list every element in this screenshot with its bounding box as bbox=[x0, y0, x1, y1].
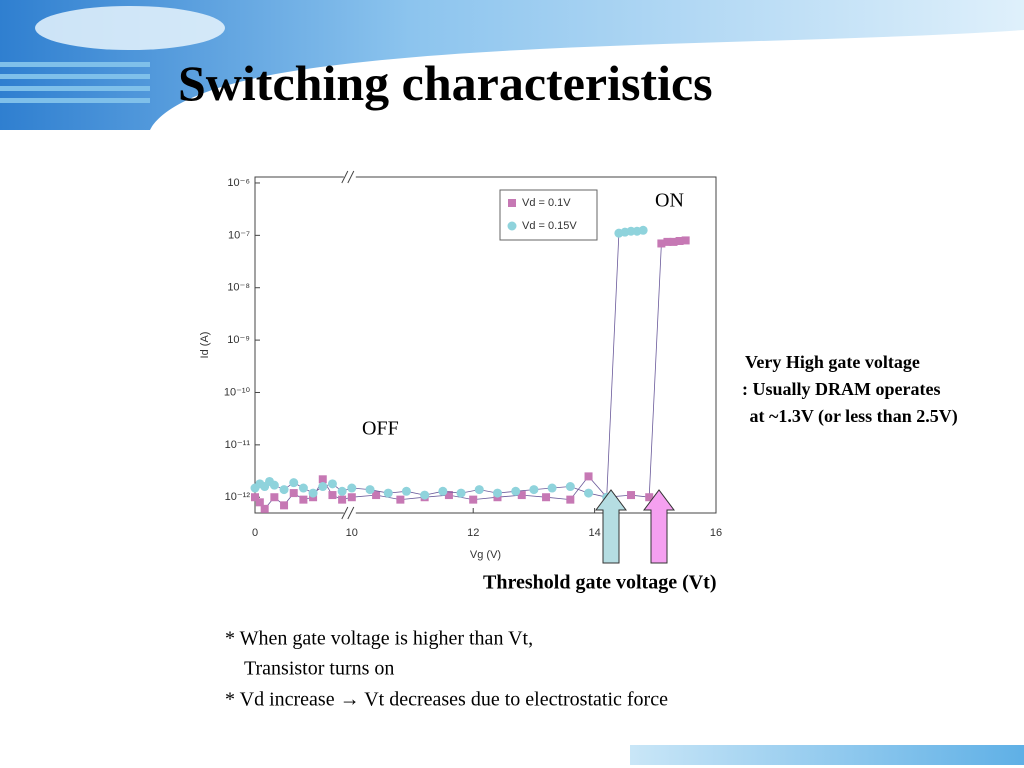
data-point bbox=[328, 491, 337, 500]
data-point bbox=[289, 489, 298, 498]
data-point bbox=[474, 485, 484, 495]
footer-decoration bbox=[630, 745, 1024, 765]
threshold-arrows bbox=[595, 489, 675, 564]
data-point bbox=[681, 236, 690, 245]
bullet: * When gate voltage is higher than Vt, bbox=[225, 628, 533, 650]
data-point bbox=[401, 486, 411, 496]
data-point bbox=[444, 491, 453, 500]
data-point bbox=[675, 236, 684, 245]
data-point bbox=[438, 486, 448, 496]
note-line: : Usually DRAM operates bbox=[742, 379, 940, 399]
plot-area bbox=[254, 176, 717, 514]
note-line: Very High gate voltage bbox=[745, 352, 920, 372]
legend-box bbox=[499, 189, 598, 241]
axis-break bbox=[341, 170, 349, 184]
axis-break-gap bbox=[343, 171, 356, 183]
data-point bbox=[669, 237, 678, 246]
bullet: Transistor turns on bbox=[244, 658, 394, 680]
data-point bbox=[347, 483, 357, 493]
data-point bbox=[584, 472, 593, 481]
data-point bbox=[469, 495, 478, 504]
y-tick-label: 10⁻¹⁰ bbox=[224, 386, 251, 398]
data-point bbox=[627, 491, 636, 500]
legend-marker bbox=[508, 199, 516, 207]
axis-break bbox=[347, 170, 355, 184]
data-point bbox=[347, 493, 356, 502]
data-point bbox=[396, 495, 405, 504]
y-axis-label: Id (A) bbox=[199, 332, 211, 359]
data-point bbox=[299, 495, 308, 504]
data-point bbox=[566, 495, 575, 504]
y-tick-label: 10⁻⁶ bbox=[227, 177, 250, 189]
annotation: ON bbox=[655, 190, 684, 212]
axis-break-gap bbox=[343, 507, 356, 519]
y-tick-label: 10⁻⁹ bbox=[227, 334, 250, 346]
data-point bbox=[517, 491, 526, 500]
data-point bbox=[492, 488, 502, 498]
slide-title: Switching characteristics bbox=[178, 55, 713, 111]
axis-break bbox=[341, 506, 349, 520]
data-point bbox=[663, 237, 672, 246]
x-tick-label: 12 bbox=[467, 527, 479, 539]
y-tick-label: 10⁻⁸ bbox=[227, 282, 250, 294]
x-tick-label: 10 bbox=[346, 527, 358, 539]
data-point bbox=[279, 485, 289, 495]
data-point bbox=[298, 483, 308, 493]
data-point bbox=[565, 482, 575, 492]
data-point bbox=[511, 486, 521, 496]
data-point bbox=[638, 225, 648, 235]
data-point bbox=[280, 501, 289, 510]
data-point bbox=[584, 488, 594, 498]
annotation: OFF bbox=[362, 418, 399, 440]
header-decoration bbox=[0, 0, 1024, 130]
data-point bbox=[542, 493, 551, 502]
data-point bbox=[255, 498, 264, 507]
x-tick-label: 14 bbox=[588, 527, 600, 539]
data-point bbox=[318, 475, 327, 484]
axis-break bbox=[347, 506, 355, 520]
data-point bbox=[456, 488, 466, 498]
data-point bbox=[420, 490, 430, 500]
data-point bbox=[337, 486, 347, 496]
legend-label: Vd = 0.15V bbox=[522, 220, 577, 232]
data-point bbox=[383, 488, 393, 498]
note-line: at ~1.3V (or less than 2.5V) bbox=[745, 406, 958, 427]
data-point bbox=[260, 504, 269, 513]
legend-label: Vd = 0.1V bbox=[522, 197, 571, 209]
data-point bbox=[318, 482, 328, 492]
data-point bbox=[547, 483, 557, 493]
y-tick-label: 10⁻¹¹ bbox=[225, 439, 251, 451]
data-point bbox=[529, 485, 539, 495]
legend-marker bbox=[507, 221, 517, 231]
y-tick-label: 10⁻⁷ bbox=[228, 229, 250, 241]
x-axis-label: Vg (V) bbox=[470, 549, 501, 561]
data-point bbox=[251, 493, 259, 502]
data-point bbox=[645, 493, 654, 502]
data-point bbox=[657, 239, 666, 248]
bullet: * Vd increase → Vt decreases due to elec… bbox=[225, 689, 668, 711]
data-point bbox=[338, 495, 347, 504]
threshold-label: Threshold gate voltage (Vt) bbox=[483, 572, 717, 594]
data-point bbox=[327, 479, 337, 489]
chart: 10⁻⁶ 10⁻⁷ 10⁻⁸ 10⁻⁹ 10⁻¹⁰ 10⁻¹¹ 10⁻¹² 0 10 12 14 16… bbox=[199, 170, 722, 561]
y-tick-label: 10⁻¹² bbox=[225, 491, 251, 503]
x-tick-label: 16 bbox=[710, 527, 722, 539]
x-tick-label: 0 bbox=[252, 527, 258, 539]
data-point bbox=[372, 491, 381, 500]
data-point bbox=[270, 493, 279, 502]
data-point bbox=[308, 488, 318, 498]
data-point bbox=[269, 480, 279, 490]
data-point bbox=[289, 478, 299, 488]
data-point bbox=[365, 485, 375, 495]
